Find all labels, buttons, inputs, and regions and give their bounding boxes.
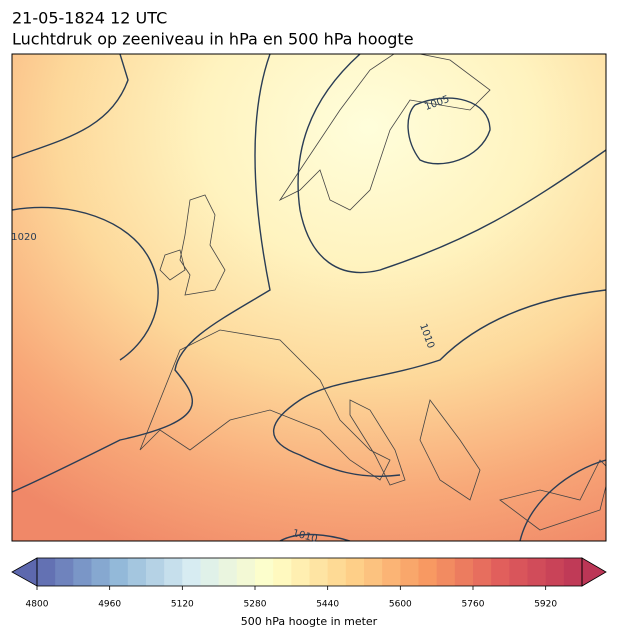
colorbar-box	[73, 558, 92, 586]
colorbar-box	[327, 558, 347, 586]
colorbar-tick-label: 5280	[244, 600, 267, 610]
colorbar-extend-high	[581, 557, 607, 587]
colorbar-box	[473, 558, 492, 586]
colorbar-box	[273, 558, 292, 586]
colorbar-tick-label: 5600	[389, 600, 412, 610]
colorbar-tick-label: 5760	[462, 600, 485, 610]
colorbar-box	[146, 558, 165, 586]
colorbar-box	[436, 558, 456, 586]
colorbar-tick-label: 4800	[26, 600, 49, 610]
colorbar-box	[109, 558, 129, 586]
colorbar-tick-label: 5120	[171, 600, 194, 610]
colorbar-box	[509, 558, 528, 586]
colorbar-box	[91, 558, 111, 586]
colorbar-box	[37, 558, 56, 586]
colorbar-extend-low	[11, 557, 38, 587]
height-field	[12, 54, 606, 541]
colorbar-box	[182, 558, 201, 586]
isobar	[12, 54, 606, 541]
colorbar-box	[164, 558, 183, 586]
colorbar-box	[364, 558, 383, 586]
colorbar-box	[418, 558, 438, 586]
colorbar-box	[545, 558, 565, 586]
colorbar-box	[382, 558, 401, 586]
colorbar-box	[291, 558, 310, 586]
colorbar-label: 500 hPa hoogte in meter	[241, 615, 378, 628]
colorbar-box	[55, 558, 74, 586]
colorbar-box	[400, 558, 419, 586]
colorbar: 4800 4960 5120 5280 5440 5600 5760 5920	[11, 557, 607, 610]
subtitle: Luchtdruk op zeeniveau in hPa en 500 hPa…	[12, 30, 414, 49]
colorbar-box	[127, 558, 147, 586]
colorbar-box	[236, 558, 256, 586]
colorbar-box	[345, 558, 365, 586]
colorbar-tick-label: 4960	[98, 600, 121, 610]
colorbar-box	[255, 558, 274, 586]
colorbar-box	[454, 558, 474, 586]
colorbar-box	[527, 558, 547, 586]
colorbar-tick-label: 5920	[534, 600, 557, 610]
map-frame	[11, 53, 607, 542]
coastline	[139, 54, 606, 531]
colorbar-tick-label: 5440	[316, 600, 339, 610]
colorbar-box	[491, 558, 510, 586]
map	[12, 54, 606, 541]
colorbar-box	[218, 558, 238, 586]
contour-label: 1020	[11, 232, 36, 243]
colorbar-box	[200, 558, 220, 586]
title: 21-05-1824 12 UTC	[12, 9, 167, 28]
colorbar-box	[563, 558, 583, 586]
colorbar-box	[309, 558, 329, 586]
colorbar-frame	[36, 557, 583, 587]
